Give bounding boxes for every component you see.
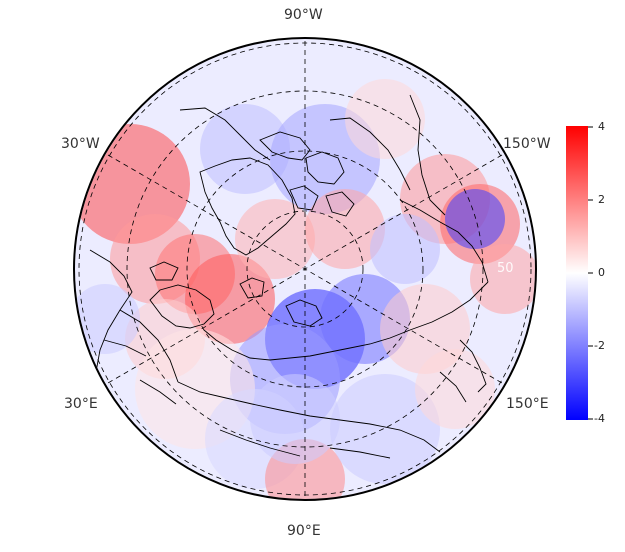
lon-label-30e: 30°E	[64, 396, 98, 412]
latitude-ring-label: 50	[497, 261, 514, 276]
lon-label-150e: 150°E	[506, 396, 549, 412]
coastlines	[89, 94, 489, 459]
colorbar-tick-label: 2	[598, 193, 605, 206]
anomaly-patch	[445, 189, 505, 249]
map-boundary	[73, 37, 537, 501]
colorbar-tick-label: -2	[594, 339, 605, 352]
anomaly-patch	[235, 199, 315, 279]
anomaly-patch	[345, 79, 425, 159]
colorbar-ticks	[588, 126, 593, 420]
anomaly-patch	[470, 244, 535, 314]
anomaly-field	[75, 39, 535, 499]
anomaly-patch	[370, 214, 440, 284]
graticule	[78, 41, 532, 497]
lon-label-150w: 150°W	[503, 136, 551, 152]
lon-label-90w: 90°W	[284, 7, 323, 23]
anomaly-patch	[305, 189, 385, 269]
colorbar	[566, 126, 588, 420]
anomaly-patch	[200, 104, 290, 194]
colorbar-tick-label: 0	[598, 266, 605, 279]
anomaly-patch	[415, 349, 495, 429]
lon-label-30w: 30°W	[61, 136, 100, 152]
anomaly-patch	[250, 374, 340, 464]
anomaly-patch	[185, 254, 275, 344]
colorbar-tick-label: -4	[594, 412, 605, 425]
colorbar-tick-label: 4	[598, 120, 605, 133]
anomaly-patch	[330, 374, 440, 484]
anomaly-patch	[75, 284, 140, 354]
lon-label-90e: 90°E	[287, 523, 321, 539]
